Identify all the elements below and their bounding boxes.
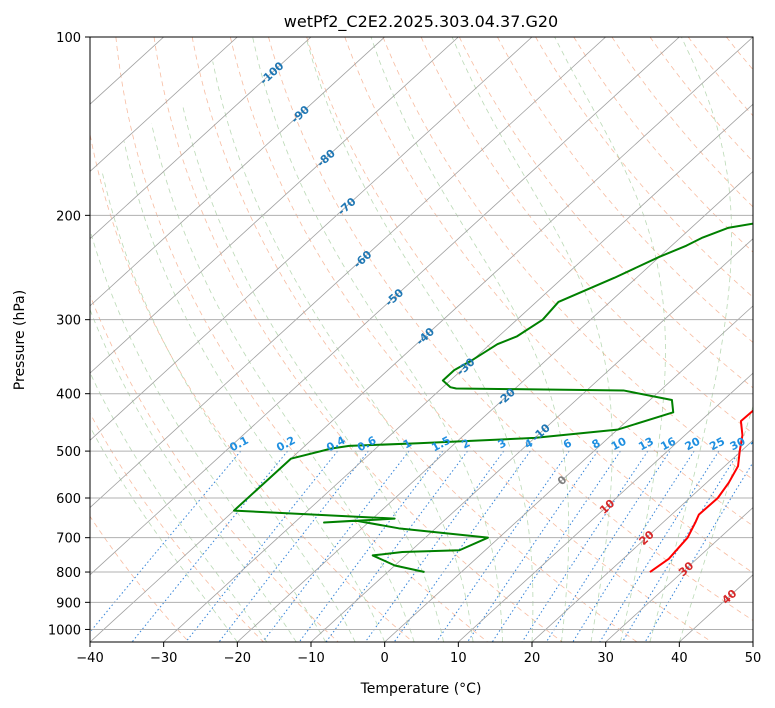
y-tick-label: 400 bbox=[56, 388, 81, 403]
moist-adiabat bbox=[370, 37, 570, 642]
isotherm-line bbox=[90, 37, 459, 374]
plot-frame bbox=[89, 36, 754, 643]
isotherm-line bbox=[237, 170, 753, 642]
mixing-ratio-line bbox=[599, 450, 720, 642]
y-tick-label: 900 bbox=[56, 596, 81, 611]
dry-adiabat bbox=[535, 37, 753, 298]
dry-adiabat bbox=[191, 37, 638, 642]
y-axis-ticks: 100 200 300 400 500 600 700 800 900 1000 bbox=[48, 31, 90, 638]
isotherm-line bbox=[90, 37, 238, 172]
isotherm-line bbox=[90, 37, 680, 576]
dry-adiabat bbox=[268, 37, 753, 621]
mixing-ratio-label: 13 bbox=[636, 435, 656, 454]
dry-adiabat bbox=[90, 412, 264, 642]
x-axis-title: Temperature (°C) bbox=[360, 681, 482, 697]
dry-adiabat bbox=[229, 37, 712, 642]
mixing-ratio-label: 20 bbox=[683, 434, 703, 453]
dry-adiabat bbox=[90, 132, 414, 642]
isotherm-line bbox=[163, 103, 753, 642]
dry-adiabat bbox=[153, 37, 563, 642]
y-tick-label: 600 bbox=[56, 492, 81, 507]
dry-adiabat bbox=[90, 515, 190, 642]
moist-adiabat bbox=[90, 228, 327, 642]
y-tick-label: 700 bbox=[56, 532, 81, 547]
background-lines bbox=[90, 37, 753, 642]
x-tick-label: 40 bbox=[671, 651, 688, 666]
y-tick-label: 500 bbox=[56, 445, 81, 460]
mixing-ratio-label: 16 bbox=[658, 435, 678, 454]
isotherm-line bbox=[310, 238, 753, 642]
dewpoint-line bbox=[233, 222, 753, 574]
moist-adiabat bbox=[305, 37, 534, 642]
moist-adiabat bbox=[90, 308, 297, 642]
mixing-ratio-line bbox=[185, 450, 338, 642]
dry-adiabat bbox=[497, 37, 753, 343]
mixing-ratio-line bbox=[364, 450, 505, 642]
x-tick-label: −10 bbox=[297, 651, 324, 666]
mixing-ratio-line bbox=[572, 450, 695, 642]
x-tick-label: 30 bbox=[597, 651, 614, 666]
moist-adiabat bbox=[212, 61, 474, 642]
isotherm-line bbox=[384, 305, 753, 642]
isotherm-line bbox=[90, 37, 312, 240]
dry-adiabat bbox=[344, 37, 753, 527]
x-tick-label: −30 bbox=[150, 651, 177, 666]
chart-title: wetPf2_C2E2.2025.303.04.37.G20 bbox=[284, 12, 558, 32]
dry-adiabat bbox=[306, 37, 753, 574]
y-tick-label: 200 bbox=[56, 209, 81, 224]
dry-adiabat bbox=[611, 37, 753, 208]
isotherm-line bbox=[90, 37, 753, 642]
isotherm-line bbox=[458, 372, 753, 642]
y-tick-label: 1000 bbox=[48, 623, 81, 638]
pressure-gridlines bbox=[90, 37, 753, 630]
y-tick-label: 300 bbox=[56, 314, 81, 329]
moist-adiabat bbox=[102, 173, 356, 642]
mixing-ratio-line bbox=[436, 450, 570, 642]
mixing-ratio-line bbox=[467, 450, 599, 642]
isotherm-line bbox=[90, 37, 606, 509]
moist-adiabat bbox=[151, 123, 415, 642]
mixing-ratio-line bbox=[262, 450, 410, 642]
moist-adiabat bbox=[649, 37, 732, 642]
x-axis-ticks: −40 −30 −20 −10 0 10 20 30 40 50 bbox=[76, 642, 761, 666]
y-tick-label: 100 bbox=[56, 31, 81, 46]
mixing-ratio-label: 25 bbox=[707, 435, 727, 454]
x-tick-label: 50 bbox=[745, 651, 762, 666]
x-tick-label: −40 bbox=[76, 651, 103, 666]
x-tick-label: 0 bbox=[381, 651, 389, 666]
mixing-ratio-line bbox=[218, 450, 369, 642]
moist-adiabat bbox=[252, 37, 503, 642]
mixing-ratio-label: 36 bbox=[749, 435, 769, 454]
dry-adiabat bbox=[649, 37, 753, 163]
mixing-ratio-line bbox=[298, 450, 444, 642]
mixing-ratio-label: 10 bbox=[609, 434, 629, 453]
y-axis-title: Pressure (hPa) bbox=[12, 290, 28, 390]
x-tick-label: −20 bbox=[224, 651, 251, 666]
moist-adiabat bbox=[451, 37, 613, 642]
mixing-ratio-line bbox=[131, 450, 288, 642]
isotherm-line bbox=[90, 37, 533, 441]
mixing-ratio-line bbox=[90, 450, 242, 633]
temperature-line bbox=[649, 409, 753, 573]
moist-adiabat bbox=[90, 425, 238, 642]
isotherm-line bbox=[531, 439, 753, 642]
y-tick-label: 800 bbox=[56, 566, 81, 581]
isotherm-line bbox=[90, 37, 385, 307]
dry-adiabat bbox=[382, 37, 753, 480]
x-tick-label: 10 bbox=[450, 651, 467, 666]
moist-adiabat bbox=[90, 371, 268, 642]
mixing-ratio-label: 30 bbox=[728, 435, 748, 454]
moist-adiabat bbox=[678, 404, 753, 642]
mixing-ratio-line bbox=[644, 461, 753, 642]
profile-series bbox=[233, 222, 753, 574]
x-tick-label: 20 bbox=[524, 651, 541, 666]
isotherm-line bbox=[605, 507, 753, 642]
